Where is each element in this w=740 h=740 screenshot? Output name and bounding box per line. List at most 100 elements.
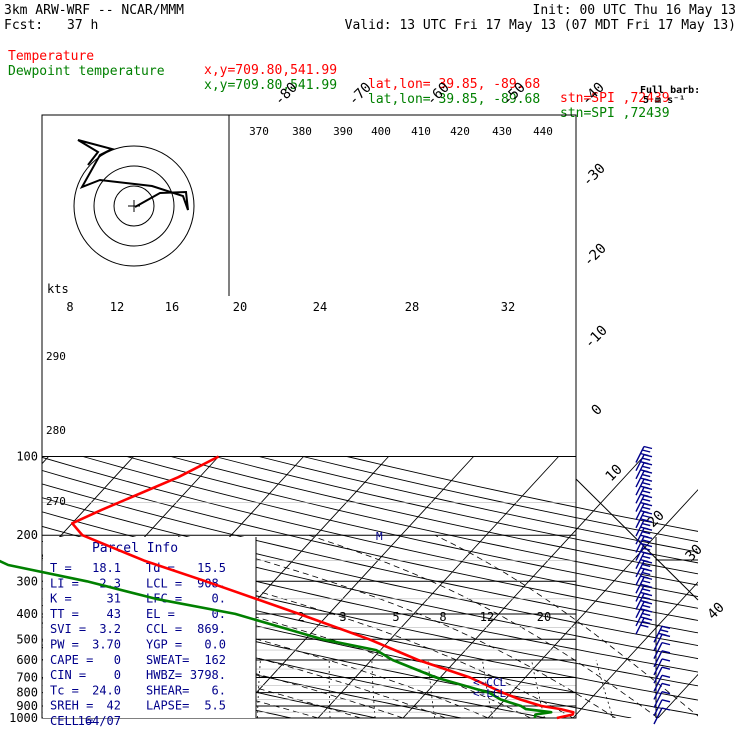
wind-barb-feather xyxy=(643,511,653,515)
parcel-value: 162 xyxy=(204,653,226,667)
legend-dewpoint-label: Dewpoint temperature xyxy=(8,64,165,79)
mixing-ratio-label: 2 xyxy=(297,610,304,624)
mixing-ratio-line xyxy=(371,659,376,718)
isotherm-label: -10 xyxy=(582,323,611,352)
wind-barb-feather xyxy=(642,612,651,617)
theta-label: 430 xyxy=(492,125,512,138)
wind-barb-feather xyxy=(642,588,651,592)
theta-label: 400 xyxy=(371,125,391,138)
wind-barb-feather xyxy=(642,547,651,551)
wind-barb-feather xyxy=(643,609,653,613)
parcel-label: SHEAR= xyxy=(146,683,189,697)
mixing-ratio-label: 12 xyxy=(480,610,494,624)
parcel-value: 3.2 xyxy=(99,622,121,636)
moist-adiabat xyxy=(42,616,404,718)
wind-barb-feather xyxy=(661,641,671,646)
wind-barb xyxy=(653,650,671,668)
pressure-label: 700 xyxy=(16,670,38,684)
legend-dewpoint-latlon: lat,lon= 39.85, -89.68 xyxy=(368,92,541,107)
wind-barb-staff xyxy=(653,683,663,700)
legend-temperature: Temperature x,y=709.80,541.99 lat,lon= 3… xyxy=(8,36,670,120)
theta-label: 390 xyxy=(333,125,353,138)
wind-barb-staff xyxy=(635,487,645,504)
wind-barb-staff xyxy=(653,674,663,692)
isotherm-label: -80 xyxy=(272,80,301,109)
wind-barb-staff xyxy=(635,617,645,635)
pressure-label: 500 xyxy=(16,632,38,646)
wind-barb-feather xyxy=(642,498,651,502)
wind-barb-feather xyxy=(643,494,653,499)
isotherm xyxy=(572,581,698,718)
wind-barb-feather xyxy=(643,519,653,523)
wind-barb xyxy=(635,511,653,529)
parcel-label: SREH = xyxy=(50,699,93,713)
wind-barb-feather xyxy=(660,629,669,633)
mean-marker: M xyxy=(376,530,383,543)
wind-barb-feather xyxy=(643,453,653,458)
parcel-value: 3798. xyxy=(190,668,226,682)
wind-barb-staff xyxy=(635,495,645,512)
wind-barb-staff xyxy=(635,478,645,496)
wind-barb-staff xyxy=(635,593,645,610)
ccl-marker: <-CCL xyxy=(473,676,506,689)
wind-barb-staff xyxy=(653,691,663,708)
parcel-panel-background xyxy=(43,537,256,718)
wind-barb-feather xyxy=(642,596,651,600)
wind-barb-staff xyxy=(635,609,645,627)
plot-frame xyxy=(41,114,577,719)
isotherm-label: -60 xyxy=(424,80,453,109)
wind-barb-staff xyxy=(653,658,663,676)
pressure-label: 100 xyxy=(16,450,38,464)
wind-barb-staff xyxy=(653,707,663,725)
dry-adiabat xyxy=(170,456,698,575)
wind-barb-feather xyxy=(643,568,653,572)
parcel-value: 0 xyxy=(114,668,121,682)
hodograph xyxy=(43,115,230,296)
isotherm xyxy=(487,489,698,718)
wind-barb-feather xyxy=(661,699,671,703)
wind-barb-feather xyxy=(661,666,671,670)
parcel-label: YGP = xyxy=(146,638,182,652)
parcel-value: 18.1 xyxy=(92,561,121,575)
wind-barb-feather xyxy=(643,445,653,450)
hodograph-speed-label: 12 xyxy=(110,300,124,314)
wind-barb-feather xyxy=(640,624,649,628)
parcel-label: T = xyxy=(50,561,72,575)
wind-barb xyxy=(635,543,653,561)
wind-barb xyxy=(635,617,653,635)
wind-barb-feather xyxy=(642,465,651,470)
wind-barb xyxy=(653,633,671,651)
wind-barb-feather xyxy=(643,535,653,540)
legend-temperature-latlon: lat,lon= 39.85, -89.68 xyxy=(368,77,541,92)
wind-barb-staff xyxy=(635,503,645,521)
wind-barb-staff xyxy=(635,544,645,561)
wind-barb-staff xyxy=(653,642,663,659)
wind-barb-staff xyxy=(635,585,645,602)
wind-barb-feather xyxy=(643,470,653,474)
pressure-label: 300 xyxy=(16,574,38,588)
wind-barb-staff xyxy=(635,462,645,480)
lcl-marker: <-LCL xyxy=(473,687,506,700)
pressure-label: 200 xyxy=(16,528,38,542)
moist-adiabat xyxy=(434,534,698,717)
parcel-label: LI = xyxy=(50,576,79,590)
parcel-value: 3.70 xyxy=(92,638,121,652)
parcel-info-title: Parcel Info xyxy=(92,541,178,556)
wind-barb-staff xyxy=(635,601,645,619)
parcel-label: EL = xyxy=(146,607,175,621)
theta-label: 440 xyxy=(533,125,553,138)
wind-barb-staff xyxy=(635,470,645,488)
theta-label: 380 xyxy=(292,125,312,138)
parcel-label: LCL = xyxy=(146,576,182,590)
legend-dewpoint-xy: x,y=709.80,541.99 xyxy=(204,78,338,93)
barb-note-title: Full barb: xyxy=(640,85,700,96)
isotherm-label: 40 xyxy=(705,600,728,623)
wind-barb-staff xyxy=(653,625,663,643)
hodograph-speed-label: 24 xyxy=(313,300,327,314)
mixing-ratio-label: 20 xyxy=(537,610,551,624)
mixing-ratio-label: 8 xyxy=(439,610,446,624)
theta-label: 420 xyxy=(450,125,470,138)
theta-label: 410 xyxy=(411,125,431,138)
